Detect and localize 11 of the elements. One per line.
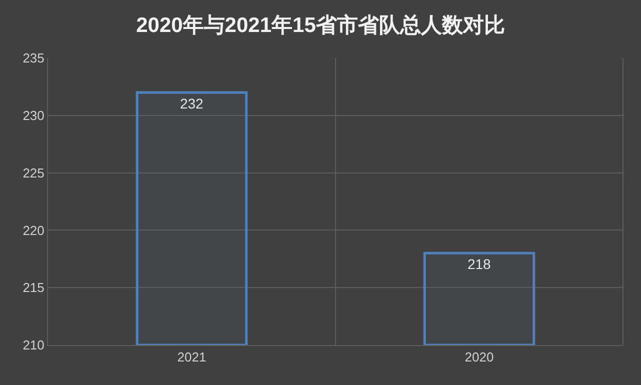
y-tick-label: 230 — [22, 108, 44, 123]
y-tick-label: 235 — [22, 50, 44, 66]
y-tick-label: 220 — [22, 222, 44, 238]
x-tick-label: 2020 — [464, 350, 494, 365]
x-tick-label: 2021 — [177, 350, 206, 365]
y-tick-label: 210 — [22, 338, 44, 353]
data-label: 232 — [180, 95, 204, 112]
y-tick-label: 225 — [22, 165, 44, 180]
data-label: 218 — [467, 256, 492, 272]
chart-title: 2020年与2021年15省市省队总人数对比 — [136, 13, 505, 38]
y-tick-label: 215 — [22, 280, 44, 296]
